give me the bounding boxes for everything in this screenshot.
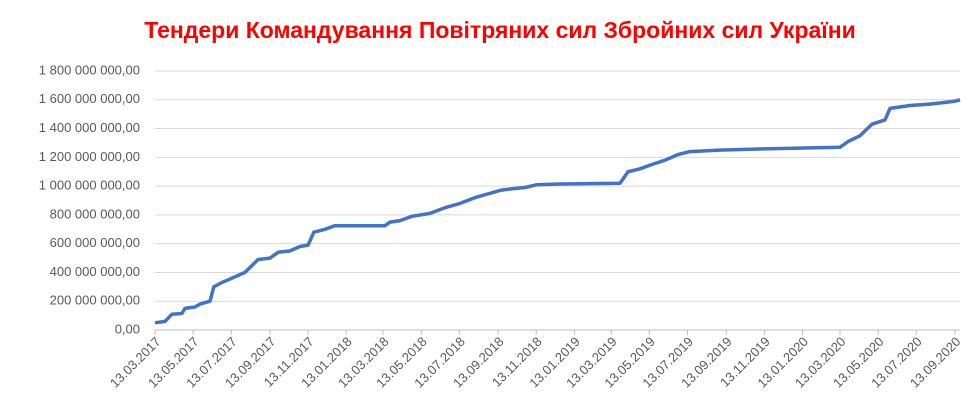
- y-tick-label: 800 000 000,00: [50, 206, 140, 221]
- data-line: [154, 98, 961, 325]
- y-tick-label: 600 000 000,00: [50, 235, 140, 250]
- y-tick-label: 1 800 000 000,00: [39, 62, 140, 77]
- y-tick-label: 200 000 000,00: [50, 293, 140, 308]
- chart-title: Тендери Командування Повітряних сил Збро…: [144, 17, 856, 43]
- y-tick-label: 1 600 000 000,00: [39, 91, 140, 106]
- y-tick-label: 0,00: [115, 321, 140, 336]
- y-tick-label: 1 000 000 000,00: [39, 178, 140, 193]
- y-tick-label: 1 400 000 000,00: [39, 120, 140, 135]
- y-tick-label: 1 200 000 000,00: [39, 149, 140, 164]
- y-tick-label: 400 000 000,00: [50, 264, 140, 279]
